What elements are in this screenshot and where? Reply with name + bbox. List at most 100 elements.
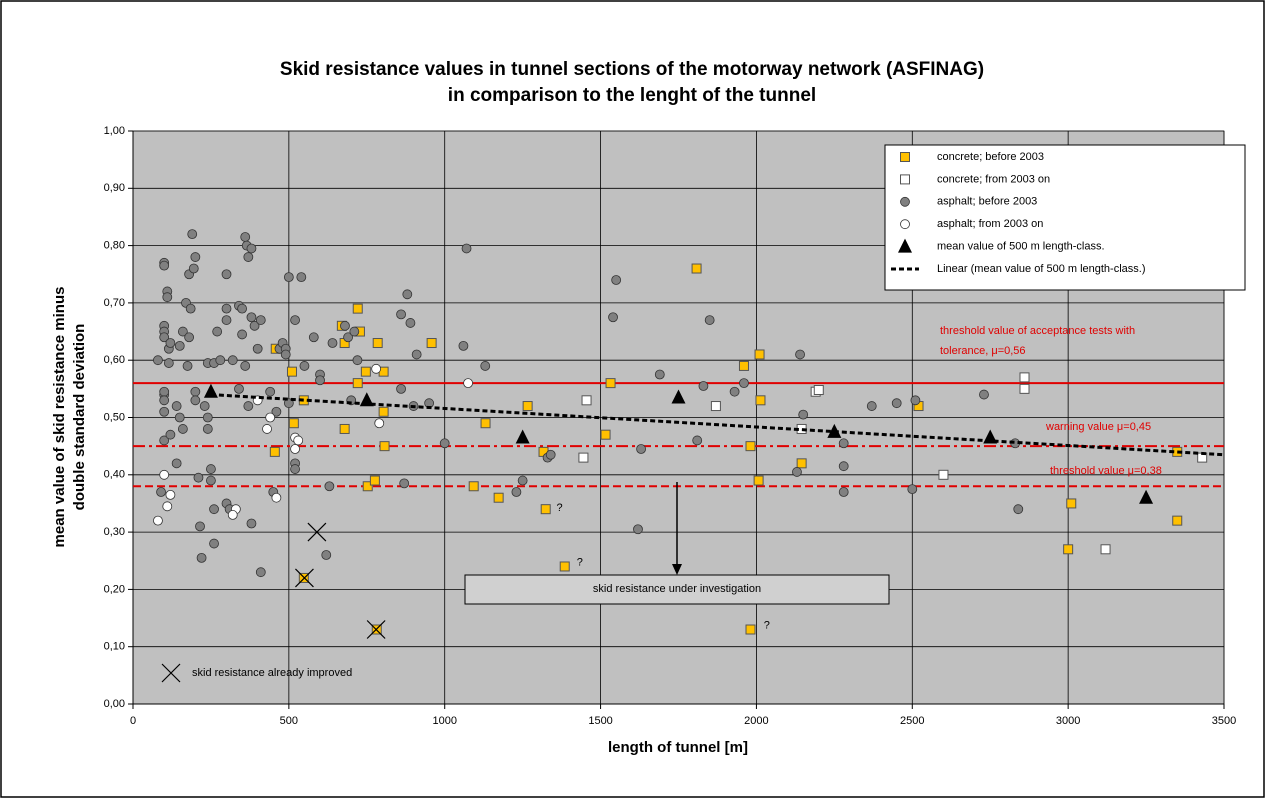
cross-marker [307,522,327,542]
legend-marker [898,238,912,253]
circle-marker [1013,504,1024,515]
reference-label: warning value μ=0,45 [1045,421,1151,433]
circle-marker [249,320,260,331]
circle-marker [174,340,185,351]
circle-marker [246,243,257,254]
circle-marker [371,363,382,374]
circle-marker [636,444,646,454]
square-marker [352,378,363,389]
circle-marker [243,401,254,411]
circle-marker [153,515,163,526]
circle-marker [271,492,282,503]
square-marker [753,475,764,486]
square-marker [581,395,592,406]
y-tick-label: 0,90 [104,182,125,194]
circle-marker [255,567,266,578]
circle-marker [171,401,182,411]
circle-marker [729,386,740,397]
square-marker [540,504,551,515]
legend [884,144,1246,291]
circle-marker [352,355,363,366]
circle-marker [209,538,219,549]
circle-marker [979,389,989,400]
circle-marker [838,487,849,497]
x-tick-label: 2000 [744,715,768,727]
cross-marker [161,663,181,683]
square-marker [362,481,373,492]
square-marker [578,452,589,463]
circle-marker [461,243,472,254]
square-marker [600,429,611,440]
circle-marker [517,475,528,486]
square-marker [269,446,280,457]
y-tick-label: 0,30 [104,526,125,538]
circle-marker [654,369,665,380]
square-marker [468,481,479,492]
trend-line [210,393,1225,457]
legend-marker [900,219,910,230]
y-axis-title: mean value of skid resistance minus [51,287,68,548]
triangle-marker [515,429,530,444]
circle-marker [798,409,809,420]
circle-marker [246,312,257,323]
y-tick-label: 0,40 [104,469,125,481]
y-tick-label: 0,20 [104,583,125,595]
y-tick-label: 0,70 [104,297,125,309]
y-tick-label: 0,50 [104,411,125,423]
square-marker [480,418,491,429]
square-marker [360,366,371,377]
circle-marker [159,406,170,417]
circle-marker [290,444,300,454]
circle-marker [182,361,193,371]
circle-marker [190,386,201,397]
circle-marker [290,315,300,325]
circle-marker [280,349,291,360]
y-axis-title: double standard deviation [71,324,88,511]
circle-marker [159,469,170,480]
circle-marker [411,349,422,360]
circle-marker [405,318,416,328]
circle-marker [293,435,304,446]
circle-marker [227,510,238,520]
triangle-marker [1139,489,1154,504]
square-marker [754,349,765,360]
square-marker [1019,383,1030,394]
circle-marker [187,229,198,240]
circle-marker [221,315,232,325]
square-marker [738,360,749,371]
legend-marker [900,196,910,207]
circle-marker [212,326,223,337]
x-tick-label: 0 [130,715,136,727]
circle-marker [215,355,226,366]
investigation-box [464,574,890,605]
square-marker [755,395,766,406]
question-mark: ? [556,502,562,514]
circle-marker [221,269,232,280]
legend-label: mean value of 500 m length-class. [937,241,1105,253]
x-axis-title: length of tunnel [m] [608,739,748,756]
circle-marker [265,386,276,397]
legend-label: concrete; before 2003 [937,151,1044,163]
chart-title: Skid resistance values in tunnel section… [280,59,984,80]
square-marker [813,384,824,395]
circle-marker [162,501,173,512]
chart-title: in comparison to the lenght of the tunne… [448,85,816,106]
x-tick-label: 1000 [432,715,456,727]
square-marker [605,378,616,389]
square-marker [378,406,389,417]
y-tick-label: 0,80 [104,240,125,252]
square-marker [1063,544,1074,555]
circle-marker [262,424,272,434]
circle-marker [159,332,170,343]
y-tick-label: 0,10 [104,641,125,653]
square-marker [522,401,533,412]
circle-marker [315,375,325,386]
reference-label: threshold value μ=0,38 [1050,465,1162,477]
legend-label: asphalt; from 2003 on [937,218,1043,230]
circle-marker [206,475,216,486]
circle-marker [202,424,213,434]
square-marker [352,303,363,314]
circle-marker [611,275,622,285]
circle-marker [692,435,703,446]
circle-marker [891,398,902,409]
